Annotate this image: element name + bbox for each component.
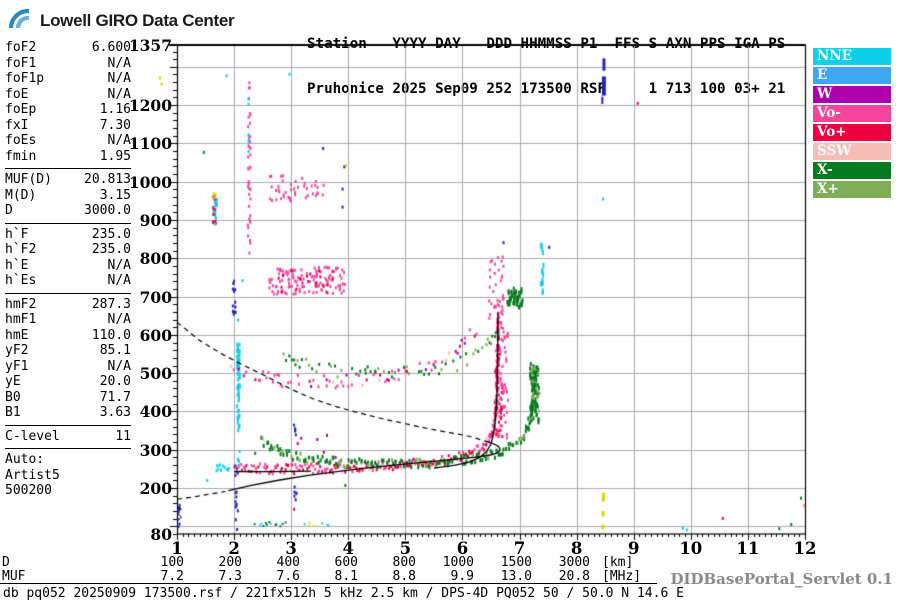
legend-item-w: W [813,86,891,103]
x-axis-label: 8 [570,539,583,558]
y-axis-label: 1000 [128,172,172,192]
readout-label: MUF [2,568,26,584]
y-axis-label: 600 [139,325,172,345]
readout-row: MUF 7.2 7.3 7.6 8.1 8.8 9.9 13.0 20.8 [MHz] [2,568,642,584]
y-axis-label: 300 [139,440,172,460]
legend-item-x-: X- [813,162,891,179]
readout-value: 7.6 [276,568,300,584]
readout-value: 8.8 [392,568,416,584]
readout-value: 1000 [442,555,474,570]
y-axis-label: 900 [139,210,172,230]
y-axis-label: 80 [150,525,172,544]
x-axis-label: 2 [228,539,240,558]
readout-value: 13.0 [500,568,532,584]
db-status-line: db pq052 20250909 173500.rsf / 221fx512h… [3,586,684,600]
d-muf-readout: D 100 200 400 600 800 1000 1500 3000 [km] MUF 7.2 7.… [2,556,641,583]
readout-value: 3000 [558,555,590,570]
readout-value: 100 [160,555,184,570]
legend-item-nne: NNE [813,48,891,65]
readout-label: D [2,555,10,570]
y-axis-label: 1200 [128,96,172,116]
x-axis-label: 5 [399,539,412,558]
legend-item-ssw: SSW [813,143,891,160]
legend-item-vo+: Vo+ [813,124,891,141]
x-axis-label: 1 [171,539,183,558]
polarization-legend: NNE E W Vo- Vo+ SSW X- X+ [813,48,891,200]
readout-value: 1500 [500,555,532,570]
readout-value: 7.2 [160,568,184,584]
y-axis-label: 500 [139,364,172,384]
x-axis-label: 6 [456,539,469,558]
legend-item-e: E [813,67,891,84]
x-axis-label: 11 [736,539,760,558]
x-axis-label: 10 [679,539,703,558]
readout-row: D 100 200 400 600 800 1000 1500 3000 [km] [2,556,641,570]
readout-unit: [MHz] [602,568,642,584]
readout-unit: [km] [602,555,634,570]
x-axis-label: 3 [285,539,297,558]
y-axis-label: 200 [139,479,172,499]
readout-value: 200 [218,555,242,570]
y-axis-label: 400 [139,402,172,422]
x-axis-label: 9 [627,539,640,558]
y-axis-label: 1100 [128,134,172,154]
readout-value: 800 [392,555,416,570]
legend-item-x+: X+ [813,181,891,198]
x-axis-label: 7 [513,539,526,558]
readout-value: 20.8 [558,568,590,584]
y-axis-label: 700 [139,287,172,307]
x-axis-label: 4 [342,539,354,558]
readout-value: 8.1 [334,568,358,584]
readout-value: 400 [276,555,300,570]
x-axis-label: 12 [793,539,817,558]
servlet-version-label: DIDBasePortal_Servlet 0.1 [670,570,893,588]
readout-value: 7.3 [218,568,242,584]
readout-value: 600 [334,555,358,570]
ionogram-canvas [0,0,900,560]
y-axis-label: 800 [139,249,172,269]
legend-item-vo-: Vo- [813,105,891,122]
footer-separator [0,583,657,584]
y-axis-label: 1357 [128,36,172,55]
readout-value: 9.9 [450,568,474,584]
